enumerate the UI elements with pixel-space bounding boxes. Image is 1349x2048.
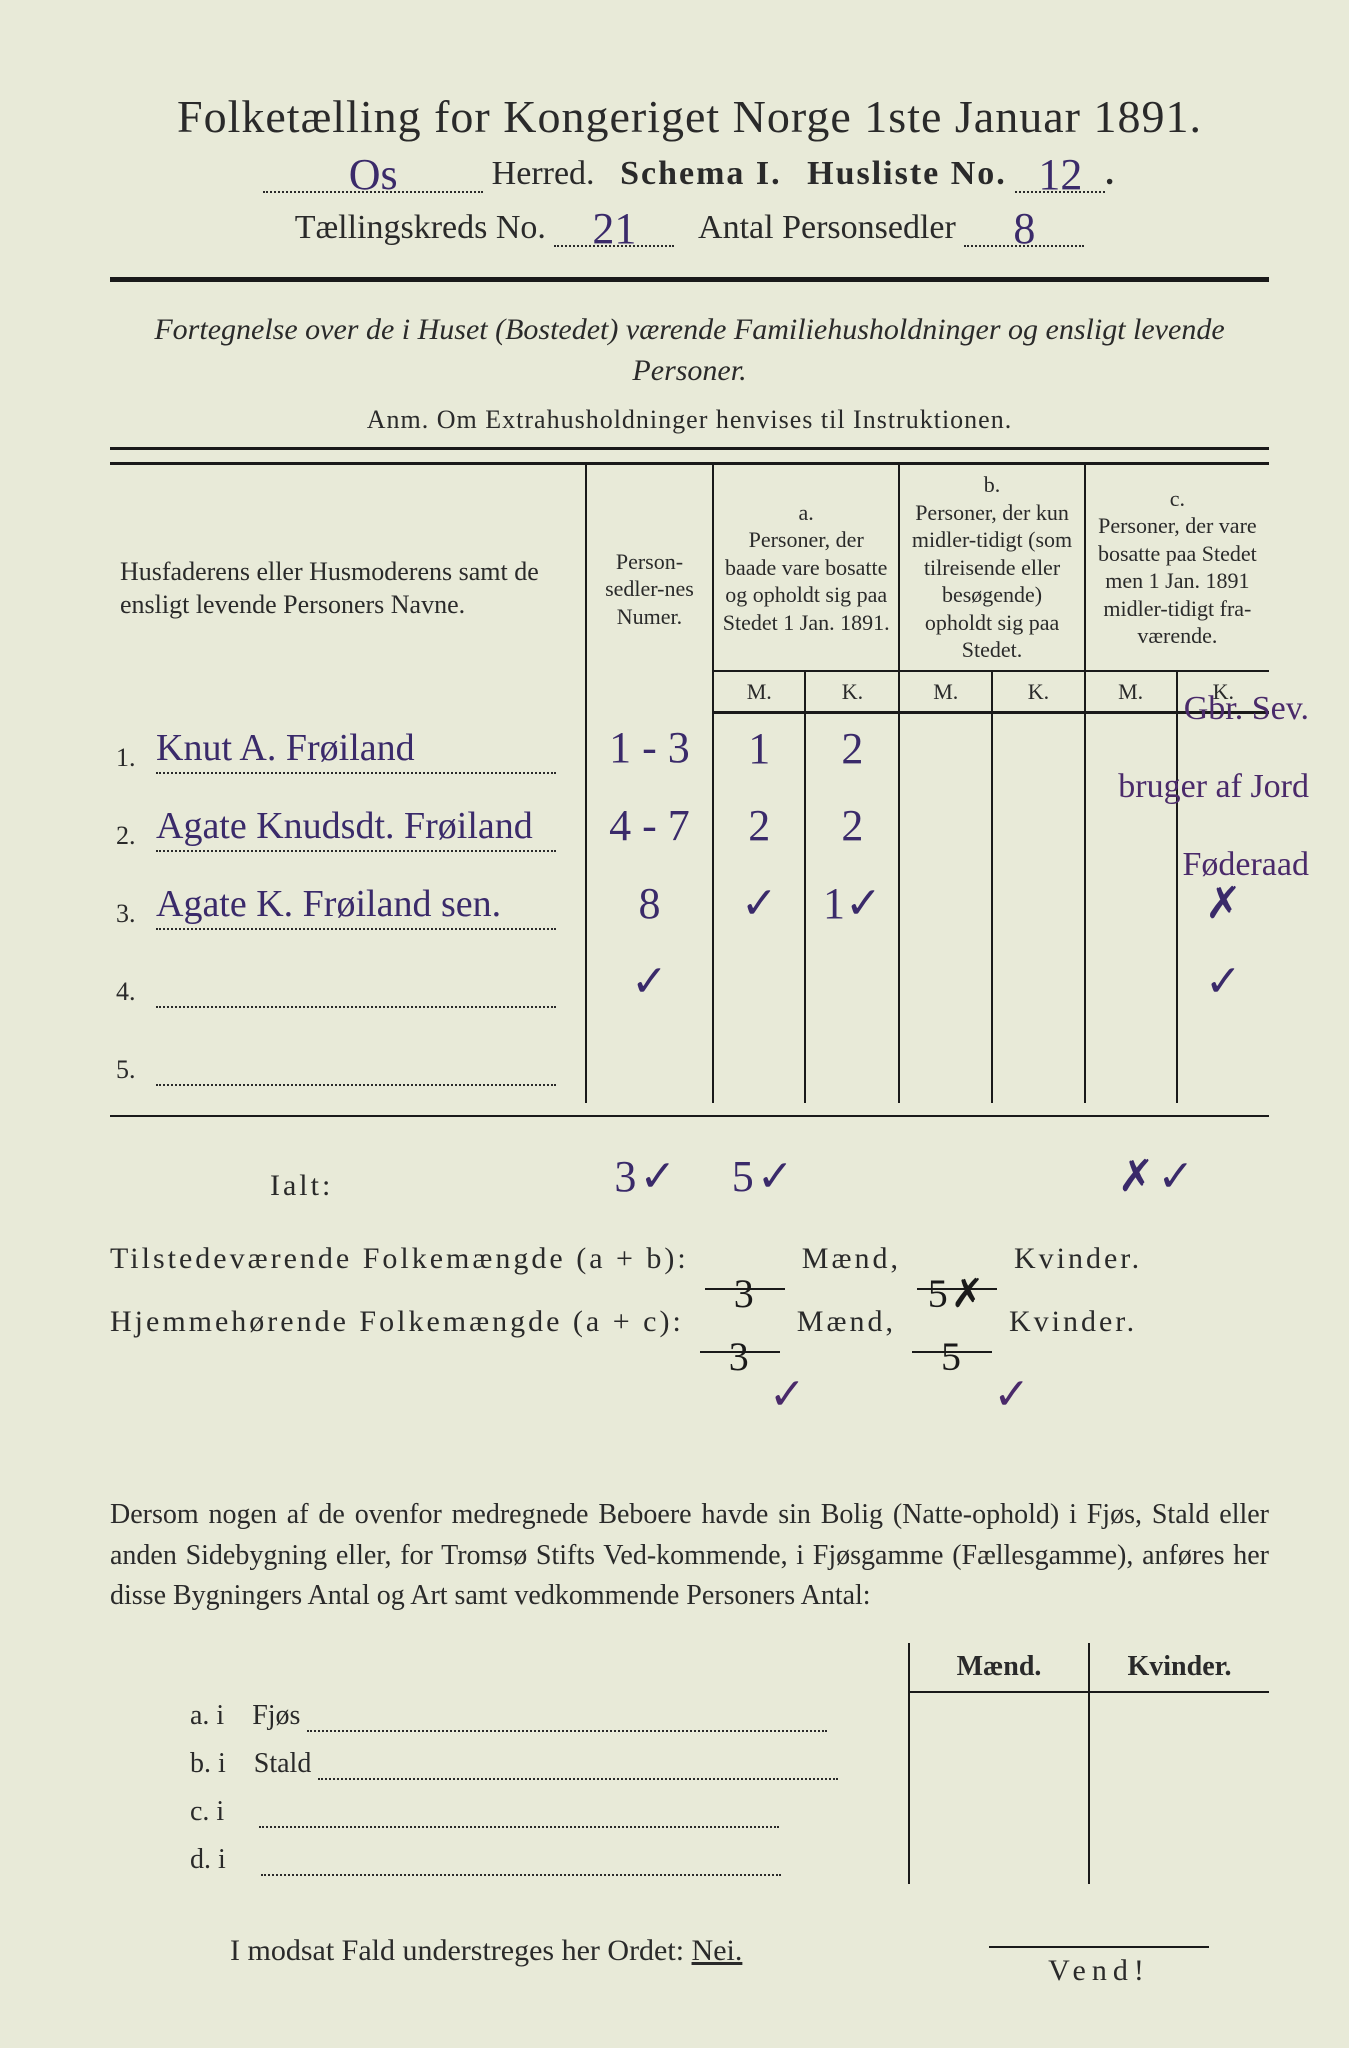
description: Fortegnelse over de i Huset (Bostedet) v… <box>110 310 1269 391</box>
ialt-a-k: 5✓ <box>732 1152 797 1201</box>
kreds-label: Tællingskreds No. <box>295 209 546 246</box>
kreds-value: 21 <box>592 204 636 253</box>
margin-note: Føderaad <box>1182 846 1309 884</box>
table-row: 2.Agate Knudsdt. Frøiland4 - 722 <box>110 791 1269 869</box>
kvinder-label: Kvinder. <box>1009 1305 1137 1338</box>
instructions-paragraph: Dersom nogen af de ovenfor medregnede Be… <box>110 1495 1269 1617</box>
schema-label: Schema I. <box>620 155 782 192</box>
header-line-1: Os Herred. Schema I. Husliste No. 12. <box>110 153 1269 193</box>
divider <box>110 447 1269 450</box>
census-table: Husfaderens eller Husmoderens samt de en… <box>110 462 1269 1103</box>
herred-value: Os <box>349 150 398 199</box>
building-row: d. i <box>110 1836 1269 1884</box>
building-table: Mænd. Kvinder. a. i Fjøs b. i Stald c. i… <box>110 1643 1269 1884</box>
husliste-value: 12 <box>1038 150 1082 199</box>
antal-label: Antal Personsedler <box>698 209 956 246</box>
subhead-k: K. <box>805 671 899 713</box>
header-line-2: Tællingskreds No. 21 Antal Personsedler … <box>110 207 1269 247</box>
col-header-numer: Person-sedler-nes Numer. <box>586 464 713 713</box>
ialt-c-k: ✗✓ <box>1118 1152 1198 1201</box>
maend-label: Mænd, <box>802 1242 901 1275</box>
subhead-m: M. <box>899 671 992 713</box>
table-row: 4.✓✓ <box>110 947 1269 1025</box>
nei-word: Nei. <box>692 1934 743 1967</box>
building-row: c. i <box>110 1788 1269 1836</box>
margin-note: bruger af Jord <box>1118 768 1309 806</box>
col-header-a: a. Personer, der baade vare bosatte og o… <box>713 464 899 671</box>
divider <box>110 1115 1269 1117</box>
totals-block: Ialt: 3✓ 5✓ ✗✓ Tilstedeværende Folkemæng… <box>110 1135 1269 1446</box>
vend-label: Vend! <box>989 1946 1209 1988</box>
subhead-m: M. <box>1085 671 1177 713</box>
kvinder-label: Kvinder. <box>1014 1242 1142 1275</box>
col-header-b: b. Personer, der kun midler-tidigt (som … <box>899 464 1084 671</box>
husliste-label: Husliste No. <box>807 155 1007 192</box>
subhead-m: M. <box>713 671 805 713</box>
table-row: 3.Agate K. Frøiland sen.8✓1✓✗ <box>110 869 1269 947</box>
page-title: Folketælling for Kongeriget Norge 1ste J… <box>110 90 1269 143</box>
ialt-a-m: 3✓ <box>614 1152 679 1201</box>
tilstede-label: Tilstedeværende Folkemængde (a + b): <box>110 1242 689 1275</box>
col-header-c: c. Personer, der vare bosatte paa Stedet… <box>1085 464 1269 671</box>
ialt-label: Ialt: <box>270 1169 333 1202</box>
maend-label: Mænd, <box>797 1305 896 1338</box>
hjemme-label: Hjemmehørende Folkemængde (a + c): <box>110 1305 684 1338</box>
herred-label: Herred. <box>492 155 595 192</box>
subhead-k: K. <box>992 671 1085 713</box>
annotation-note: Anm. Om Extrahusholdninger henvises til … <box>110 405 1269 435</box>
small-head-kvinder: Kvinder. <box>1089 1643 1269 1692</box>
building-row: b. i Stald <box>110 1740 1269 1788</box>
antal-value: 8 <box>1013 204 1035 253</box>
divider <box>110 277 1269 282</box>
margin-note: Gbr. Sev. <box>1184 690 1309 728</box>
table-row: 5. <box>110 1025 1269 1103</box>
table-row: 1.Knut A. Frøiland1 - 312 <box>110 713 1269 791</box>
building-row: a. i Fjøs <box>110 1692 1269 1740</box>
small-head-maend: Mænd. <box>909 1643 1089 1692</box>
col-header-names: Husfaderens eller Husmoderens samt de en… <box>110 464 586 713</box>
